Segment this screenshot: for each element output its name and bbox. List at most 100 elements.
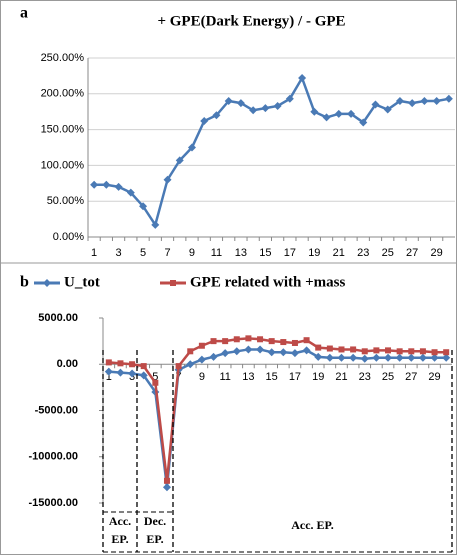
marker bbox=[418, 353, 427, 362]
marker bbox=[163, 477, 170, 484]
marker bbox=[322, 113, 331, 122]
x-tick-label: 19 bbox=[308, 247, 320, 259]
marker bbox=[152, 379, 159, 386]
marker bbox=[383, 105, 392, 114]
marker bbox=[408, 348, 415, 355]
marker bbox=[114, 182, 123, 191]
x-tick-label: 17 bbox=[289, 371, 301, 383]
marker bbox=[419, 348, 426, 355]
marker bbox=[298, 74, 307, 83]
x-tick-label: 17 bbox=[284, 247, 296, 259]
marker bbox=[442, 353, 451, 362]
marker bbox=[360, 354, 369, 363]
x-tick-label: 13 bbox=[235, 247, 247, 259]
marker bbox=[117, 360, 124, 367]
marker bbox=[221, 349, 230, 358]
y-tick-label: 150.00% bbox=[41, 124, 85, 136]
marker bbox=[210, 338, 217, 345]
y-tick-label: 250.00% bbox=[41, 52, 85, 64]
marker bbox=[273, 101, 282, 110]
marker bbox=[303, 337, 310, 344]
series-line bbox=[108, 337, 447, 481]
marker bbox=[90, 180, 99, 189]
marker bbox=[338, 346, 345, 353]
marker bbox=[236, 99, 245, 108]
marker bbox=[395, 96, 404, 105]
marker bbox=[105, 359, 112, 366]
marker bbox=[280, 339, 287, 346]
x-tick-label: 1 bbox=[106, 371, 112, 383]
marker bbox=[162, 483, 171, 492]
marker bbox=[197, 355, 206, 364]
x-tick-label: 29 bbox=[431, 247, 443, 259]
panel-label: a bbox=[20, 5, 28, 22]
marker bbox=[163, 175, 172, 184]
x-tick-label: 19 bbox=[312, 371, 324, 383]
x-tick-label: 23 bbox=[357, 247, 369, 259]
x-tick-label: 13 bbox=[242, 371, 254, 383]
marker bbox=[310, 107, 319, 116]
marker bbox=[222, 338, 229, 345]
x-tick-label: 15 bbox=[266, 371, 278, 383]
x-tick-label: 5 bbox=[140, 247, 146, 259]
marker bbox=[361, 348, 368, 355]
marker bbox=[233, 336, 240, 343]
x-tick-label: 21 bbox=[333, 247, 345, 259]
x-tick-label: 1 bbox=[91, 247, 97, 259]
marker bbox=[212, 111, 221, 120]
marker bbox=[314, 352, 323, 361]
x-tick-label: 5 bbox=[152, 371, 158, 383]
y-tick-label: 5000.00 bbox=[38, 312, 78, 324]
marker bbox=[430, 353, 439, 362]
y-tick-label: 0.00 bbox=[57, 358, 78, 370]
annotation: EP. bbox=[146, 532, 163, 546]
chart-title: + GPE(Dark Energy) / - GPE bbox=[157, 13, 345, 29]
x-tick-label: 29 bbox=[428, 371, 440, 383]
panel-label: b bbox=[20, 274, 29, 291]
marker bbox=[139, 371, 148, 380]
marker bbox=[285, 94, 294, 103]
marker bbox=[349, 353, 358, 362]
x-tick-label: 27 bbox=[406, 247, 418, 259]
y-tick-label: 200.00% bbox=[41, 88, 85, 100]
marker bbox=[385, 347, 392, 354]
x-tick-label: 9 bbox=[189, 247, 195, 259]
x-tick-label: 11 bbox=[211, 247, 222, 259]
marker bbox=[116, 368, 125, 377]
marker bbox=[232, 347, 241, 356]
annotation: Dec. bbox=[144, 514, 166, 528]
y-tick-label: 0.00% bbox=[53, 231, 84, 243]
marker bbox=[326, 345, 333, 352]
marker bbox=[444, 94, 453, 103]
marker bbox=[256, 345, 265, 354]
marker bbox=[291, 339, 298, 346]
y-tick-label: 100.00% bbox=[41, 159, 85, 171]
marker bbox=[408, 99, 417, 108]
marker bbox=[187, 143, 196, 152]
marker bbox=[102, 180, 111, 189]
marker bbox=[347, 109, 356, 118]
annotation: Acc. bbox=[109, 514, 131, 528]
marker bbox=[209, 352, 218, 361]
marker bbox=[325, 353, 334, 362]
x-tick-label: 23 bbox=[359, 371, 371, 383]
marker bbox=[407, 353, 416, 362]
marker bbox=[186, 360, 195, 369]
series-line bbox=[94, 75, 450, 228]
marker bbox=[432, 96, 441, 105]
annotation: EP. bbox=[111, 532, 128, 546]
marker bbox=[187, 348, 194, 355]
marker bbox=[224, 96, 233, 105]
marker bbox=[170, 280, 176, 286]
marker bbox=[395, 353, 404, 362]
x-tick-label: 25 bbox=[382, 247, 394, 259]
y-tick-label: -5000.00 bbox=[35, 404, 78, 416]
marker bbox=[128, 369, 137, 378]
marker bbox=[372, 353, 381, 362]
y-tick-label: 50.00% bbox=[47, 195, 85, 207]
y-tick-label: -15000.00 bbox=[28, 497, 78, 509]
x-tick-label: 3 bbox=[116, 247, 122, 259]
annotation: Acc. EP. bbox=[291, 518, 334, 532]
x-tick-label: 21 bbox=[335, 371, 347, 383]
